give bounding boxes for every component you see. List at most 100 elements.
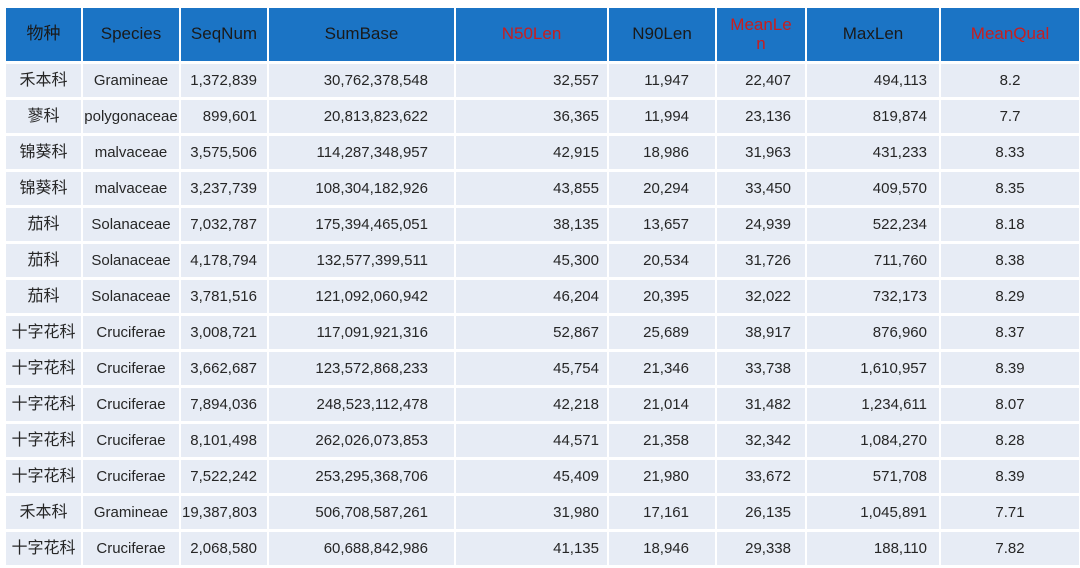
column-header-species: Species — [82, 8, 181, 64]
table-cell-species: Solanaceae — [82, 206, 181, 244]
table-cell-meanqual: 8.07 — [940, 386, 1080, 424]
table-cell-seqnum: 4,178,794 — [180, 242, 269, 280]
table-cell-species: Solanaceae — [82, 242, 181, 280]
table-cell-seqnum: 1,372,839 — [180, 62, 269, 100]
table-cell-seqnum: 3,008,721 — [180, 314, 269, 352]
table-cell-sumbase: 132,577,399,511 — [268, 242, 456, 280]
column-header-label: MaxLen — [842, 24, 904, 44]
table-cell-n90len: 21,358 — [608, 422, 717, 460]
table-cell-family-cn: 蓼科 — [6, 98, 83, 136]
table-row: 锦葵科 malvaceae 3,237,739 108,304,182,926 43,8… — [6, 170, 1080, 208]
table-cell-species: malvaceae — [82, 134, 181, 172]
table-cell-sumbase: 253,295,368,706 — [268, 458, 456, 496]
table-cell-species: Cruciferae — [82, 530, 181, 568]
table-cell-maxlen: 732,173 — [806, 278, 941, 316]
column-header-label: MeanQual — [970, 24, 1050, 44]
table-cell-meanqual: 8.29 — [940, 278, 1080, 316]
table-cell-family-cn: 十字花科 — [6, 422, 83, 460]
table-cell-species: Cruciferae — [82, 458, 181, 496]
column-header-family-cn: 物种 — [6, 8, 83, 64]
table-cell-seqnum: 3,237,739 — [180, 170, 269, 208]
table-cell-family-cn: 茄科 — [6, 278, 83, 316]
table-cell-seqnum: 7,894,036 — [180, 386, 269, 424]
table-cell-meanqual: 8.2 — [940, 62, 1080, 100]
table-cell-maxlen: 188,110 — [806, 530, 941, 568]
table-cell-meanlen: 26,135 — [716, 494, 807, 532]
table-header-row: 物种 Species SeqNum SumBase N50Len N90Len MeanLe… — [6, 8, 1080, 64]
column-header-maxlen: MaxLen — [806, 8, 941, 64]
table-cell-family-cn: 锦葵科 — [6, 134, 83, 172]
table-cell-family-cn: 禾本科 — [6, 62, 83, 100]
table-cell-seqnum: 7,522,242 — [180, 458, 269, 496]
table-cell-meanqual: 7.7 — [940, 98, 1080, 136]
table-cell-meanlen: 31,482 — [716, 386, 807, 424]
table-cell-family-cn: 十字花科 — [6, 350, 83, 388]
table-cell-n50len: 42,218 — [455, 386, 609, 424]
table-cell-n50len: 45,754 — [455, 350, 609, 388]
table-cell-meanlen: 22,407 — [716, 62, 807, 100]
table-cell-n90len: 18,946 — [608, 530, 717, 568]
table-cell-species: Cruciferae — [82, 314, 181, 352]
table-cell-meanlen: 38,917 — [716, 314, 807, 352]
table-row: 禾本科 Gramineae 1,372,839 30,762,378,548 32,55… — [6, 62, 1080, 100]
table-cell-family-cn: 十字花科 — [6, 530, 83, 568]
table-cell-sumbase: 121,092,060,942 — [268, 278, 456, 316]
table-cell-sumbase: 123,572,868,233 — [268, 350, 456, 388]
table-cell-n50len: 42,915 — [455, 134, 609, 172]
table-cell-meanlen: 32,342 — [716, 422, 807, 460]
table-cell-maxlen: 819,874 — [806, 98, 941, 136]
table-cell-meanqual: 8.37 — [940, 314, 1080, 352]
table-cell-meanqual: 8.39 — [940, 350, 1080, 388]
table-row: 十字花科 Cruciferae 3,662,687 123,572,868,233 45… — [6, 350, 1080, 388]
table-cell-n50len: 41,135 — [455, 530, 609, 568]
table-cell-family-cn: 禾本科 — [6, 494, 83, 532]
table-cell-n50len: 31,980 — [455, 494, 609, 532]
table-cell-meanqual: 8.28 — [940, 422, 1080, 460]
column-header-seqnum: SeqNum — [180, 8, 269, 64]
table-cell-n90len: 20,294 — [608, 170, 717, 208]
table-cell-seqnum: 7,032,787 — [180, 206, 269, 244]
column-header-label: SeqNum — [190, 24, 258, 44]
table-cell-n50len: 43,855 — [455, 170, 609, 208]
table-cell-seqnum: 3,575,506 — [180, 134, 269, 172]
table-cell-n50len: 45,300 — [455, 242, 609, 280]
table-cell-sumbase: 20,813,823,622 — [268, 98, 456, 136]
column-header-sumbase: SumBase — [268, 8, 456, 64]
column-header-n50len: N50Len — [455, 8, 609, 64]
table-cell-family-cn: 茄科 — [6, 242, 83, 280]
table-cell-seqnum: 3,781,516 — [180, 278, 269, 316]
table-cell-n90len: 11,947 — [608, 62, 717, 100]
table-cell-n90len: 20,395 — [608, 278, 717, 316]
column-header-meanlen: MeanLen — [716, 8, 807, 64]
table-cell-n90len: 18,986 — [608, 134, 717, 172]
table-cell-maxlen: 1,084,270 — [806, 422, 941, 460]
table-cell-meanqual: 8.39 — [940, 458, 1080, 496]
table-cell-maxlen: 522,234 — [806, 206, 941, 244]
table-cell-species: Cruciferae — [82, 386, 181, 424]
table-cell-n50len: 32,557 — [455, 62, 609, 100]
table-cell-meanlen: 31,963 — [716, 134, 807, 172]
table-cell-n90len: 11,994 — [608, 98, 717, 136]
table-cell-n90len: 21,980 — [608, 458, 717, 496]
table-cell-family-cn: 茄科 — [6, 206, 83, 244]
table-cell-meanqual: 8.18 — [940, 206, 1080, 244]
table-cell-n90len: 21,014 — [608, 386, 717, 424]
column-header-meanqual: MeanQual — [940, 8, 1080, 64]
table-cell-maxlen: 1,610,957 — [806, 350, 941, 388]
table-cell-maxlen: 409,570 — [806, 170, 941, 208]
table-cell-species: Cruciferae — [82, 422, 181, 460]
table-cell-meanqual: 8.35 — [940, 170, 1080, 208]
table-cell-n50len: 52,867 — [455, 314, 609, 352]
table-row: 十字花科 Cruciferae 3,008,721 117,091,921,316 52… — [6, 314, 1080, 352]
table-cell-family-cn: 十字花科 — [6, 386, 83, 424]
table-cell-species: malvaceae — [82, 170, 181, 208]
column-header-label: MeanLen — [730, 14, 792, 54]
table-cell-sumbase: 114,287,348,957 — [268, 134, 456, 172]
table-cell-seqnum: 8,101,498 — [180, 422, 269, 460]
table-cell-family-cn: 锦葵科 — [6, 170, 83, 208]
table-cell-n90len: 13,657 — [608, 206, 717, 244]
table-cell-species: Cruciferae — [82, 350, 181, 388]
table-cell-family-cn: 十字花科 — [6, 458, 83, 496]
table-cell-seqnum: 2,068,580 — [180, 530, 269, 568]
table-cell-seqnum: 19,387,803 — [180, 494, 269, 532]
